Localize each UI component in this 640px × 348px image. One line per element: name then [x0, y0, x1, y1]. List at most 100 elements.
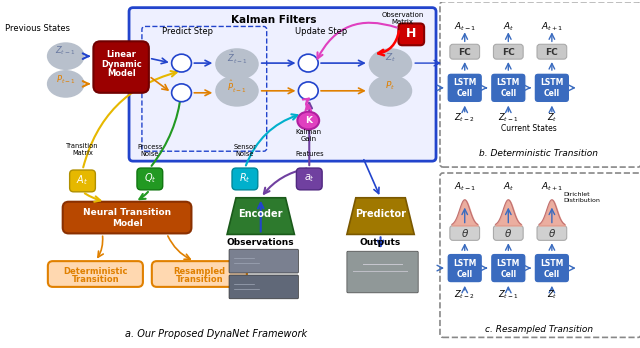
- FancyBboxPatch shape: [537, 44, 567, 59]
- FancyBboxPatch shape: [490, 253, 526, 283]
- Ellipse shape: [298, 82, 318, 100]
- Text: H: H: [406, 27, 417, 40]
- Text: $R_t$: $R_t$: [239, 171, 251, 185]
- Text: Process
Noise: Process Noise: [137, 144, 163, 157]
- Text: Transition: Transition: [175, 276, 223, 284]
- Text: $Z_t$: $Z_t$: [547, 288, 557, 301]
- FancyBboxPatch shape: [450, 44, 479, 59]
- FancyBboxPatch shape: [440, 2, 640, 167]
- Text: Sensor
Noise: Sensor Noise: [234, 144, 257, 157]
- Ellipse shape: [47, 70, 84, 98]
- Text: LSTM: LSTM: [540, 259, 564, 268]
- Text: $\theta$: $\theta$: [504, 227, 513, 239]
- FancyBboxPatch shape: [534, 73, 570, 103]
- Text: Dynamic: Dynamic: [100, 60, 141, 69]
- Ellipse shape: [172, 84, 191, 102]
- Ellipse shape: [215, 48, 259, 80]
- Polygon shape: [347, 198, 414, 235]
- Text: $Z_t$: $Z_t$: [385, 52, 396, 64]
- Text: $\theta$: $\theta$: [548, 227, 556, 239]
- Text: $A_{t-1}$: $A_{t-1}$: [454, 181, 476, 193]
- Text: Cell: Cell: [457, 89, 473, 98]
- Text: $A_{t+1}$: $A_{t+1}$: [541, 181, 563, 193]
- Text: $Z_{t-2}$: $Z_{t-2}$: [454, 288, 475, 301]
- FancyBboxPatch shape: [493, 44, 523, 59]
- FancyBboxPatch shape: [93, 41, 149, 93]
- Text: Kalman
Gain: Kalman Gain: [295, 129, 321, 142]
- FancyBboxPatch shape: [296, 168, 322, 190]
- Text: Features: Features: [295, 151, 324, 157]
- Text: $A_t$: $A_t$: [502, 181, 514, 193]
- Text: Current States: Current States: [501, 124, 557, 133]
- FancyBboxPatch shape: [490, 73, 526, 103]
- FancyBboxPatch shape: [534, 253, 570, 283]
- FancyBboxPatch shape: [447, 73, 483, 103]
- Text: Deterministic: Deterministic: [63, 267, 127, 276]
- Text: Previous States: Previous States: [6, 24, 70, 33]
- Text: Observation
Matrix: Observation Matrix: [381, 12, 424, 25]
- Text: $\hat{P}_{t-1}$: $\hat{P}_{t-1}$: [227, 79, 247, 95]
- Text: Transition: Transition: [72, 276, 119, 284]
- Text: $a_t$: $a_t$: [304, 172, 315, 184]
- FancyBboxPatch shape: [232, 168, 258, 190]
- Text: Dirichlet
Distribution: Dirichlet Distribution: [564, 192, 600, 203]
- Text: Predict Step: Predict Step: [162, 27, 213, 36]
- Polygon shape: [227, 198, 294, 235]
- Text: Model: Model: [112, 219, 143, 228]
- FancyBboxPatch shape: [152, 261, 247, 287]
- Text: Predictor: Predictor: [355, 208, 406, 219]
- Text: Outputs: Outputs: [360, 238, 401, 247]
- Text: c. Resampled Transition: c. Resampled Transition: [485, 325, 593, 334]
- Text: $A_t$: $A_t$: [77, 173, 88, 187]
- FancyBboxPatch shape: [347, 251, 418, 293]
- FancyBboxPatch shape: [493, 226, 523, 240]
- FancyBboxPatch shape: [440, 173, 640, 338]
- Text: a. Our Proposed DynaNet Framework: a. Our Proposed DynaNet Framework: [125, 330, 307, 339]
- Text: Cell: Cell: [457, 269, 473, 278]
- Text: Cell: Cell: [544, 269, 560, 278]
- Text: $Z_{t-1}$: $Z_{t-1}$: [498, 111, 518, 124]
- Text: b. Deterministic Transition: b. Deterministic Transition: [479, 149, 598, 158]
- Text: LSTM: LSTM: [540, 78, 564, 87]
- Ellipse shape: [298, 54, 318, 72]
- FancyBboxPatch shape: [229, 275, 298, 299]
- FancyBboxPatch shape: [450, 226, 479, 240]
- Text: Cell: Cell: [500, 269, 516, 278]
- FancyBboxPatch shape: [70, 170, 95, 192]
- FancyBboxPatch shape: [137, 168, 163, 190]
- Text: Update Step: Update Step: [295, 27, 348, 36]
- Text: Model: Model: [107, 70, 136, 79]
- Text: Kalman Filters: Kalman Filters: [231, 15, 316, 24]
- Text: $P_{t-1}$: $P_{t-1}$: [56, 74, 76, 86]
- FancyBboxPatch shape: [229, 249, 298, 273]
- Text: $\hat{Z}_{t-1}$: $\hat{Z}_{t-1}$: [227, 50, 247, 66]
- Text: $P_t$: $P_t$: [385, 80, 396, 92]
- Text: LSTM: LSTM: [497, 78, 520, 87]
- Text: FC: FC: [502, 48, 515, 57]
- Text: LSTM: LSTM: [453, 259, 476, 268]
- Ellipse shape: [369, 75, 412, 107]
- Text: $Z_t$: $Z_t$: [547, 111, 557, 124]
- Text: $A_{t+1}$: $A_{t+1}$: [541, 20, 563, 33]
- FancyBboxPatch shape: [129, 8, 436, 161]
- FancyBboxPatch shape: [398, 23, 424, 45]
- Ellipse shape: [47, 42, 84, 70]
- Text: $Z_{t-2}$: $Z_{t-2}$: [454, 111, 475, 124]
- Text: $Z_{t-1}$: $Z_{t-1}$: [56, 45, 76, 57]
- FancyBboxPatch shape: [447, 253, 483, 283]
- FancyBboxPatch shape: [537, 226, 567, 240]
- Text: $A_t$: $A_t$: [502, 20, 514, 33]
- Text: Transition
Matrix: Transition Matrix: [67, 143, 99, 156]
- Ellipse shape: [369, 48, 412, 80]
- FancyBboxPatch shape: [48, 261, 143, 287]
- Text: $Q_t$: $Q_t$: [143, 171, 156, 185]
- Text: Observations: Observations: [227, 238, 294, 247]
- Text: Encoder: Encoder: [239, 208, 283, 219]
- Ellipse shape: [298, 112, 319, 129]
- Ellipse shape: [172, 54, 191, 72]
- Text: $A_{t-1}$: $A_{t-1}$: [454, 20, 476, 33]
- Text: Neural Transition: Neural Transition: [83, 208, 171, 217]
- Text: LSTM: LSTM: [497, 259, 520, 268]
- Text: FC: FC: [458, 48, 471, 57]
- Ellipse shape: [215, 75, 259, 107]
